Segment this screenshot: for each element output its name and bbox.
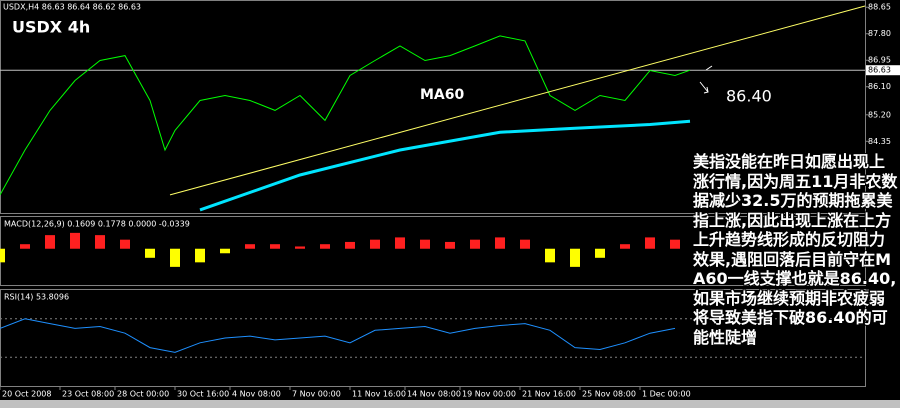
- price-tag: [866, 65, 900, 76]
- macd-bar: [70, 232, 80, 249]
- macd-title: MACD(12,26,9) 0.1609 0.1778 0.0000 -0.03…: [4, 220, 190, 229]
- annotation: 86.40: [726, 87, 772, 106]
- rsi-title: RSI(14) 53.8096: [4, 293, 69, 302]
- macd-bar: [495, 237, 505, 249]
- macd-bar: [670, 239, 680, 249]
- trend-line: [169, 5, 866, 196]
- x-tick-label: 1 Dec 00:00: [642, 390, 691, 399]
- x-tick-label: 20 Oct 2008: [2, 390, 51, 399]
- macd-bar: [245, 244, 255, 249]
- price-label: 86.63: [868, 66, 891, 75]
- y-tick-label: 100: [868, 294, 883, 303]
- y-tick-label: 86.10: [868, 82, 891, 91]
- price-line: [0, 35, 691, 196]
- macd-bar: [470, 239, 480, 249]
- macd-bar: [20, 244, 30, 249]
- y-tick-label: 88.65: [868, 3, 891, 12]
- series-label: MA60: [420, 87, 465, 103]
- macd-bar: [220, 248, 230, 254]
- macd-bar: [295, 246, 305, 249]
- x-tick-label: 25 Nov 08:00: [582, 390, 636, 399]
- macd-bar: [420, 239, 430, 249]
- macd-bar: [645, 237, 655, 249]
- x-tick-label: 19 Nov 00:00: [462, 390, 516, 399]
- y-tick-label: 86.95: [868, 56, 891, 65]
- macd-bar: [45, 235, 55, 249]
- arrow: [699, 65, 713, 94]
- x-tick-label: 14 Nov 08:00: [407, 390, 461, 399]
- ma-line: [199, 119, 691, 212]
- x-tick-label: 7 Nov 00:00: [292, 390, 341, 399]
- x-tick-label: 30 Oct 16:00: [177, 390, 229, 399]
- macd-bar: [345, 241, 355, 249]
- chart-title: USDX 4h: [12, 18, 90, 37]
- x-tick-label: 11 Nov 16:00: [352, 390, 406, 399]
- macd-bar: [545, 248, 555, 263]
- macd-bar: [95, 235, 105, 249]
- macd-bar: [320, 244, 330, 249]
- macd-bar: [120, 239, 130, 249]
- macd-bar: [270, 244, 280, 249]
- rsi-line: [0, 318, 676, 353]
- panel-frame: [0, 0, 866, 214]
- macd-bar: [445, 241, 455, 249]
- macd-bar: [520, 239, 530, 249]
- x-tick-label: 23 Oct 08:00: [62, 390, 114, 399]
- x-tick-label: 4 Nov 08:00: [232, 390, 281, 399]
- macd-bar: [195, 248, 205, 263]
- y-tick-label: 87.80: [868, 29, 891, 38]
- macd-bar: [595, 248, 605, 258]
- panel-frame: [0, 289, 866, 387]
- macd-bar: [0, 248, 5, 263]
- status-bar: [0, 400, 900, 408]
- x-tick-label: 21 Nov 16:00: [522, 390, 576, 399]
- macd-bar: [170, 248, 180, 267]
- macd-bar: [145, 248, 155, 258]
- macd-bar: [395, 237, 405, 249]
- macd-bar: [570, 248, 580, 267]
- y-tick-label: 85.20: [868, 110, 891, 119]
- y-tick-label: 84.35: [868, 137, 891, 146]
- macd-bar: [370, 239, 380, 249]
- header: USDX,H4 86.63 86.64 86.62 86.63: [3, 3, 141, 12]
- macd-bar: [620, 244, 630, 249]
- commentary: 美指没能在昨日如愿出现上涨行情,因为周五11月非农数据减少32.5万的预期拖累美…: [693, 152, 898, 347]
- x-tick-label: 28 Oct 00:00: [117, 390, 169, 399]
